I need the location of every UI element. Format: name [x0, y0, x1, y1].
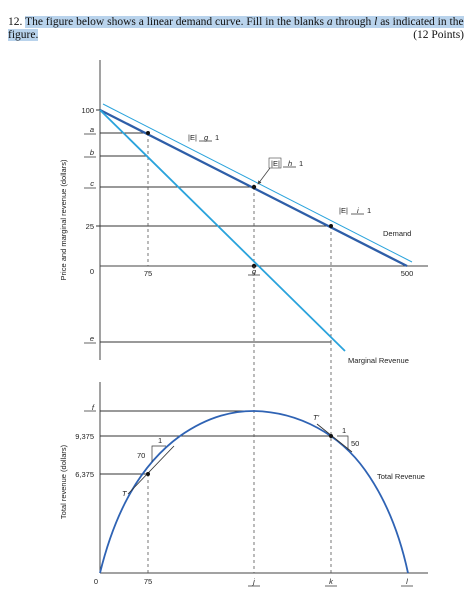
- xtick-k: k: [329, 577, 334, 586]
- label-T: T: [122, 489, 128, 498]
- xtick-75-top: 75: [144, 269, 152, 278]
- pointer-arrow: [257, 167, 271, 185]
- svg-text:g: g: [204, 133, 209, 142]
- ytick-f: f: [92, 403, 95, 412]
- marginal-revenue-curve: [99, 109, 346, 352]
- ytick-100: 100: [81, 106, 94, 115]
- ytick-9375: 9,375: [75, 432, 94, 441]
- top-chart: 100 a b c 25 0 e 75 g 500 |E| g 1: [59, 60, 428, 365]
- total-revenue-curve: [99, 410, 409, 574]
- tangent-T: [127, 445, 175, 495]
- point-75-bottom: [146, 472, 150, 476]
- question-text: 12. The figure below shows a linear dema…: [8, 16, 466, 42]
- ytick-6375: 6,375: [75, 470, 94, 479]
- label-1a: 1: [158, 436, 162, 445]
- label-50: 50: [351, 439, 359, 448]
- bottom-y-axis-label: Total revenue (dollars): [59, 444, 68, 519]
- ytick-25: 25: [86, 222, 94, 231]
- demand-label: Demand: [383, 229, 411, 238]
- xtick-75-bottom: 75: [144, 577, 152, 586]
- slope-box-3: |E| i 1: [339, 206, 371, 215]
- svg-text:1: 1: [215, 133, 219, 142]
- question-line1: The figure below shows a linear demand c…: [25, 16, 464, 28]
- point-e: [329, 224, 333, 228]
- ytick-b: b: [90, 148, 94, 157]
- label-70: 70: [137, 451, 145, 460]
- triangle-50: [337, 435, 349, 450]
- ytick-e: e: [90, 334, 94, 343]
- xtick-j: j: [252, 577, 255, 586]
- point-75-a: [146, 131, 150, 135]
- question-line2: figure.: [8, 29, 39, 41]
- bottom-chart: T T' 70 1 1 50 Total Revenue f 9,375 6,3…: [59, 266, 428, 587]
- xtick-0-bottom: 0: [94, 577, 98, 586]
- svg-text:h: h: [288, 159, 292, 168]
- mr-label: Marginal Revenue: [348, 356, 409, 365]
- var-a: a: [326, 16, 333, 28]
- triangle-70: [151, 445, 166, 462]
- demand-offset-line: [102, 103, 413, 263]
- points-label: (12 Points): [413, 29, 464, 41]
- var-l: l: [374, 16, 378, 28]
- label-1b: 1: [342, 426, 346, 435]
- slope-box-2: |E| h 1: [257, 157, 303, 185]
- ytick-c: c: [90, 179, 94, 188]
- svg-text:1: 1: [367, 206, 371, 215]
- svg-text:|E|: |E|: [339, 206, 348, 215]
- svg-text:1: 1: [299, 159, 303, 168]
- point-c: [251, 184, 257, 190]
- tr-label: Total Revenue: [377, 472, 425, 481]
- point-k: [329, 434, 333, 438]
- label-Tprime: T': [313, 413, 320, 422]
- tangent-Tprime: [316, 423, 353, 453]
- xtick-l: l: [406, 577, 408, 586]
- svg-text:|E|: |E|: [188, 133, 197, 142]
- ytick-0-top: 0: [90, 267, 94, 276]
- ytick-a: a: [90, 125, 94, 134]
- xtick-g: g: [252, 267, 257, 276]
- question-number: 12.: [8, 16, 23, 28]
- xtick-500: 500: [401, 269, 414, 278]
- top-y-axis-label: Price and marginal revenue (dollars): [59, 159, 68, 280]
- svg-text:|E|: |E|: [271, 159, 280, 168]
- slope-box-1: |E| g 1: [188, 133, 219, 142]
- svg-text:i: i: [357, 206, 359, 215]
